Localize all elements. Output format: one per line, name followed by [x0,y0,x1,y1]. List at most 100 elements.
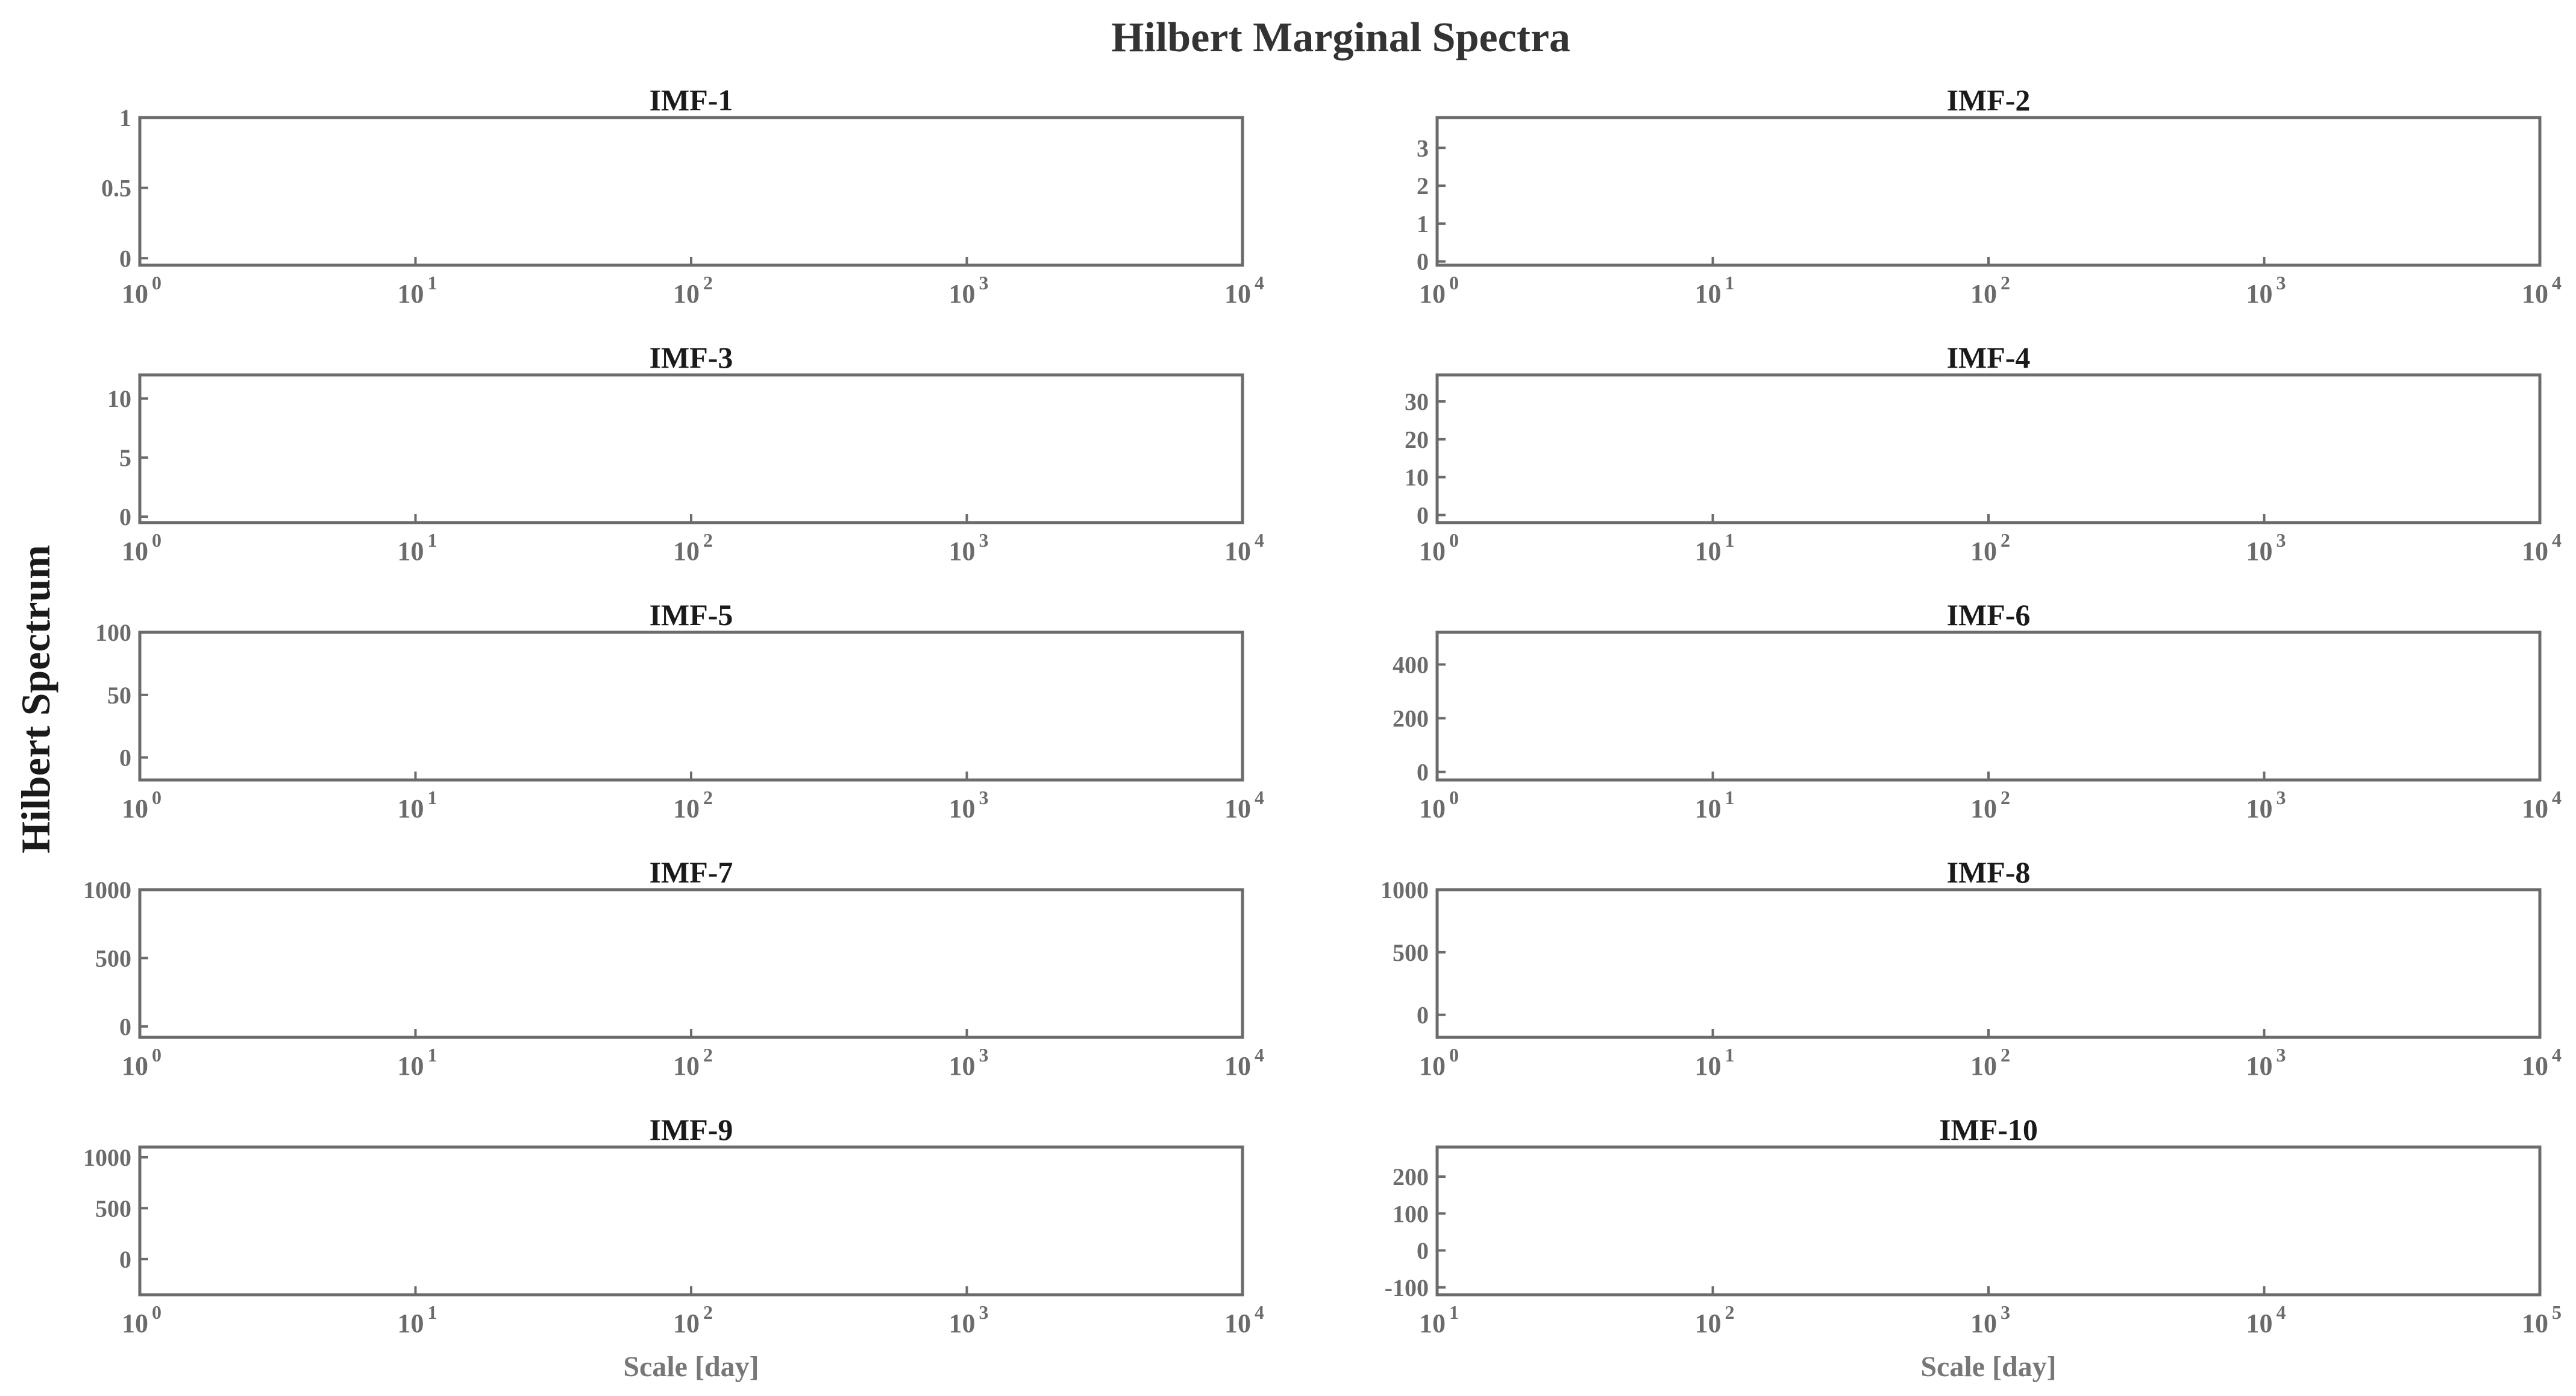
x-tick-label: 10 [673,279,700,309]
x-tick-label: 10 [1970,536,1997,566]
axes-frame [138,116,1244,267]
x-tick-exponent: 4 [2552,272,2562,294]
y-tick-label: 200 [1393,1163,1429,1190]
y-tick-label: 0 [119,1013,131,1040]
x-tick-exponent: 3 [979,272,989,294]
x-tick-label: 10 [1224,1051,1251,1081]
x-tick-exponent: 4 [1255,1301,1264,1323]
x-tick-exponent: 3 [2277,787,2286,808]
x-tick-label: 10 [2246,794,2273,823]
x-tick-label: 10 [2246,279,2273,309]
x-tick-exponent: 1 [1449,1301,1459,1323]
y-tick-label: 0 [1417,501,1429,529]
x-tick-exponent: 2 [703,272,713,294]
subplot-title: IMF-9 [650,1113,733,1146]
x-tick-label: 10 [398,536,424,566]
x-tick-exponent: 0 [1449,1044,1459,1066]
x-tick-label: 10 [1970,794,1997,823]
x-tick-exponent: 1 [1725,272,1735,294]
x-tick-label: 10 [949,1309,976,1338]
x-tick-label: 10 [949,536,976,566]
axes-frame [138,1145,1244,1297]
subplot-title: IMF-6 [1947,598,2031,632]
x-tick-label: 10 [1224,794,1251,823]
y-tick-label: 400 [1393,651,1429,678]
y-tick-label: 1 [119,104,131,131]
x-tick-exponent: 1 [1725,1044,1735,1066]
x-tick-label: 10 [2246,536,2273,566]
x-tick-exponent: 2 [703,787,713,808]
x-tick-label: 10 [1695,1309,1722,1338]
x-tick-exponent: 1 [428,1044,437,1066]
y-tick-label: 50 [107,682,131,709]
x-tick-label: 10 [122,536,148,566]
x-tick-exponent: 2 [2001,529,2010,551]
subplot-title: IMF-10 [1939,1113,2038,1146]
x-tick-exponent: 0 [1449,529,1459,551]
x-tick-label: 10 [2246,1309,2273,1338]
y-tick-label: 0 [119,503,131,530]
x-tick-label: 10 [398,1051,424,1081]
y-tick-label: 10 [1405,464,1429,491]
x-tick-exponent: 0 [1449,272,1459,294]
x-tick-label: 10 [949,1051,976,1081]
x-tick-label: 10 [2522,794,2548,823]
x-tick-exponent: 3 [979,1044,989,1066]
x-tick-exponent: 4 [1255,787,1264,808]
x-tick-label: 10 [1695,794,1722,823]
x-tick-exponent: 4 [2552,1044,2562,1066]
x-tick-exponent: 0 [1449,787,1459,808]
x-tick-exponent: 1 [428,1301,437,1323]
x-tick-label: 10 [673,536,700,566]
x-tick-exponent: 0 [152,529,161,551]
axes-frame [1435,630,2542,782]
x-tick-label: 10 [673,1051,700,1081]
x-tick-exponent: 3 [2277,1044,2286,1066]
x-tick-label: 10 [122,1051,148,1081]
y-tick-label: 5 [119,444,131,471]
y-tick-label: 1 [1417,210,1429,237]
x-tick-exponent: 2 [2001,272,2010,294]
y-tick-label: 200 [1393,705,1429,732]
x-tick-label: 10 [1224,279,1251,309]
x-axis-label: Scale [day] [623,1351,759,1383]
x-tick-label: 10 [2522,279,2548,309]
x-tick-label: 10 [1695,1051,1722,1081]
x-tick-label: 10 [1419,279,1446,309]
x-tick-exponent: 0 [152,787,161,808]
x-tick-exponent: 4 [2277,1301,2286,1323]
x-tick-exponent: 2 [1725,1301,1735,1323]
x-tick-label: 10 [673,1309,700,1338]
subplot-title: IMF-7 [650,855,733,889]
x-tick-exponent: 4 [1255,272,1264,294]
y-tick-label: 1000 [1380,876,1429,904]
x-tick-label: 10 [2522,536,2548,566]
subplot-title: IMF-1 [650,83,733,117]
x-tick-label: 10 [1419,794,1446,823]
x-tick-label: 10 [1695,536,1722,566]
y-tick-label: 0 [1417,1237,1429,1265]
x-tick-exponent: 2 [703,529,713,551]
x-tick-label: 10 [122,1309,148,1338]
x-tick-exponent: 0 [152,1301,161,1323]
y-tick-label: 20 [1405,426,1429,453]
axes-frame [1435,116,2542,267]
y-tick-label: 0 [119,1246,131,1273]
x-tick-label: 10 [949,279,976,309]
x-tick-exponent: 3 [979,787,989,808]
x-tick-exponent: 3 [979,1301,989,1323]
figure-y-label: Hilbert Spectrum [13,545,58,854]
x-tick-exponent: 2 [2001,1044,2010,1066]
x-tick-exponent: 4 [2552,787,2562,808]
y-tick-label: 0 [1417,248,1429,275]
x-tick-exponent: 1 [428,272,437,294]
x-tick-label: 10 [1695,279,1722,309]
y-tick-label: 10 [107,385,131,412]
x-tick-exponent: 0 [152,272,161,294]
